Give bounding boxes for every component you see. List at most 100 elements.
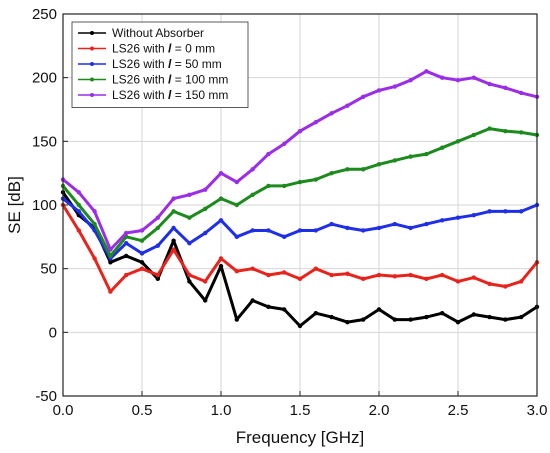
data-point	[440, 145, 445, 150]
data-point	[139, 251, 145, 256]
legend-label-suffix: = 0 mm	[171, 42, 215, 56]
data-point	[487, 81, 492, 87]
legend-label-prefix: LS26 with	[112, 73, 168, 87]
y-tick-label: 250	[32, 6, 57, 23]
data-point	[76, 228, 82, 233]
data-point	[155, 243, 160, 248]
x-tick-label: 1.0	[211, 402, 232, 419]
data-point	[361, 167, 366, 172]
x-axis-title: Frequency [GHz]	[236, 428, 365, 447]
data-point	[155, 272, 160, 278]
x-tick-label: 1.5	[290, 402, 311, 419]
data-point	[345, 167, 350, 172]
data-point	[345, 319, 350, 325]
data-point	[313, 266, 318, 271]
legend-item: Without Absorber	[78, 26, 204, 40]
data-point	[503, 209, 508, 214]
data-point	[266, 183, 271, 189]
data-point	[124, 241, 129, 246]
y-tick-label: -50	[35, 388, 57, 405]
data-point	[408, 78, 413, 83]
data-point	[108, 289, 113, 294]
data-point	[345, 271, 350, 276]
y-tick-label: 0	[49, 324, 57, 341]
legend-label-variable: l	[168, 73, 172, 87]
data-point	[108, 247, 113, 252]
data-point	[471, 212, 476, 218]
data-point	[455, 279, 461, 284]
data-point	[519, 130, 524, 135]
data-point	[503, 128, 508, 134]
data-point	[376, 88, 382, 93]
data-point	[424, 314, 429, 320]
data-point	[329, 170, 334, 176]
data-point	[424, 276, 429, 282]
y-tick-label: 100	[32, 197, 57, 214]
y-tick-label: 200	[32, 70, 57, 87]
data-point	[139, 228, 145, 233]
data-point	[187, 192, 192, 198]
data-point	[218, 218, 224, 223]
data-point	[503, 284, 508, 289]
x-tick-label: 3.0	[527, 402, 548, 419]
data-point	[282, 307, 287, 312]
data-point	[234, 317, 239, 322]
legend-label-suffix: = 100 mm	[171, 73, 228, 87]
y-tick-label: 150	[32, 133, 57, 150]
data-point	[282, 234, 287, 240]
data-point	[313, 177, 318, 182]
data-point	[139, 260, 145, 265]
data-point	[329, 314, 334, 320]
legend-swatch-marker	[90, 31, 94, 35]
data-point	[408, 272, 413, 278]
data-point	[376, 162, 382, 167]
data-point	[139, 266, 145, 271]
data-point	[376, 307, 382, 312]
data-point	[392, 274, 397, 279]
series-1	[60, 202, 540, 294]
y-axis-title: SE [dB]	[5, 176, 24, 234]
legend-swatch-marker	[90, 93, 94, 97]
data-point	[171, 209, 176, 214]
data-point	[440, 272, 445, 278]
data-point	[108, 260, 113, 265]
data-point	[471, 312, 476, 317]
data-point	[155, 215, 160, 220]
legend-item: LS26 with l = 50 mm	[78, 57, 222, 71]
x-tick-label: 2.0	[369, 402, 390, 419]
legend-label: Without Absorber	[112, 26, 204, 40]
legend-label: LS26 with l = 0 mm	[112, 42, 215, 56]
data-point	[155, 225, 160, 231]
data-point	[76, 209, 82, 214]
data-point	[503, 317, 508, 322]
data-point	[187, 272, 192, 278]
data-point	[124, 272, 129, 278]
data-point	[203, 298, 208, 303]
data-point	[108, 253, 113, 259]
data-point	[376, 272, 382, 278]
grid-lines	[63, 14, 537, 396]
legend-swatch-marker	[90, 77, 94, 82]
data-point	[266, 304, 271, 310]
data-point	[455, 78, 461, 83]
data-point	[218, 263, 224, 269]
data-point	[519, 314, 524, 320]
legend-label-prefix: LS26 with	[112, 42, 168, 56]
data-point	[203, 206, 208, 212]
data-point	[313, 311, 318, 316]
data-point	[471, 75, 476, 80]
legend-label-variable: l	[168, 42, 172, 56]
data-point	[313, 120, 318, 125]
series-layer	[60, 69, 540, 329]
data-point	[424, 221, 429, 227]
legend-label-suffix: = 150 mm	[171, 88, 228, 102]
data-point	[297, 323, 303, 329]
data-point	[392, 317, 397, 322]
data-point	[187, 215, 192, 220]
data-point	[76, 190, 82, 195]
data-point	[155, 276, 160, 282]
data-point	[345, 103, 350, 108]
data-point	[124, 230, 129, 236]
